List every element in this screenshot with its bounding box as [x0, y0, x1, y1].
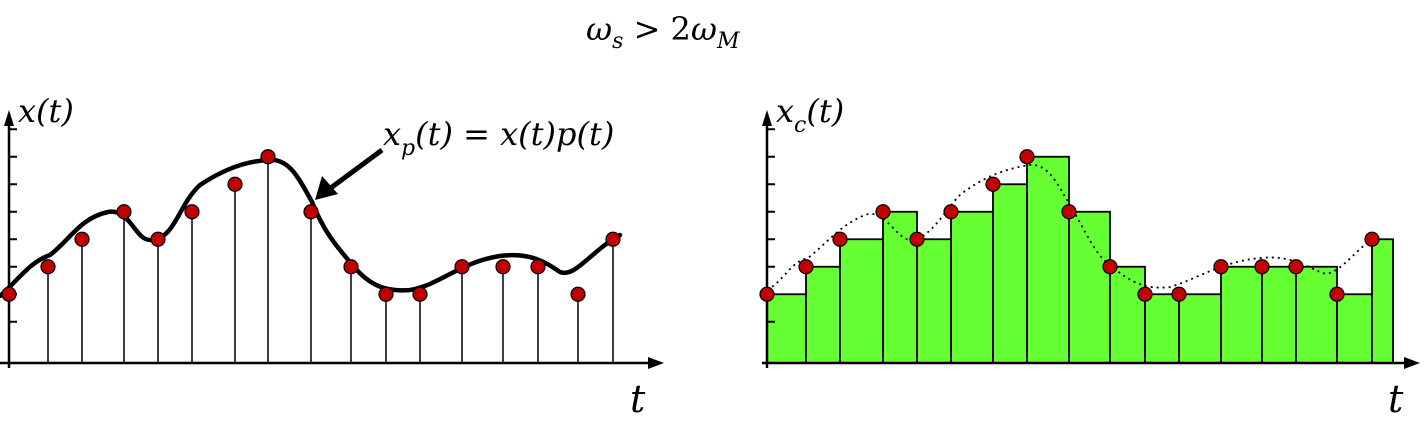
- annotation-x: x: [383, 115, 401, 153]
- right-sample-marker: [985, 176, 1001, 192]
- right-sample-marker: [1329, 286, 1345, 302]
- right-zoh-bar: [766, 293, 807, 364]
- left-sample-marker: [412, 286, 428, 302]
- right-sample-marker: [1171, 286, 1187, 302]
- right-y-label: xc(t): [776, 92, 844, 138]
- right-zoh-bar: [1026, 155, 1070, 364]
- right-sample-marker: [1102, 259, 1118, 275]
- right-zoh-bar: [1295, 265, 1338, 364]
- title-sub-M: M: [716, 29, 740, 54]
- annotation-sub-p: p: [401, 136, 415, 161]
- right-zoh-bar: [950, 210, 994, 364]
- annotation-arrow: [326, 147, 384, 193]
- left-stems: [8, 156, 614, 363]
- right-zoh-bar: [805, 265, 841, 364]
- right-sample-markers: [759, 149, 1380, 302]
- right-zoh-bar: [1371, 238, 1394, 364]
- annotation-arrow-head: [315, 176, 338, 200]
- right-y-ticks: [767, 128, 775, 323]
- right-sample-marker: [1061, 204, 1077, 220]
- right-sample-marker: [798, 259, 814, 275]
- right-zoh-bar: [1178, 293, 1222, 364]
- right-sample-marker: [1364, 231, 1380, 247]
- right-zoh-bar: [1220, 265, 1263, 364]
- right-x-label: t: [1388, 377, 1404, 421]
- right-zoh-bars: [766, 155, 1394, 364]
- left-sample-marker: [40, 259, 56, 275]
- left-y-axis-arrow: [4, 110, 14, 126]
- left-panel: x(t) t xp(t) = x(t)p(t): [0, 92, 664, 421]
- left-sample-marker: [260, 149, 276, 165]
- left-y-label: x(t): [18, 92, 74, 130]
- right-y-label-rest: (t): [806, 92, 844, 130]
- right-y-axis-arrow: [762, 110, 772, 126]
- left-sample-marker: [454, 259, 470, 275]
- right-sample-marker: [832, 231, 848, 247]
- title-relation: > 2: [623, 10, 691, 48]
- right-sample-marker: [1137, 286, 1153, 302]
- left-x-axis-arrow: [648, 357, 664, 369]
- right-sample-marker: [1288, 259, 1304, 275]
- right-y-label-x: x: [776, 92, 794, 130]
- left-sample-marker: [150, 231, 166, 247]
- diagram-title: ωs > 2ωM: [586, 10, 740, 54]
- right-sample-marker: [943, 204, 959, 220]
- right-sample-marker: [909, 231, 925, 247]
- right-x-axis-arrow: [1404, 357, 1420, 369]
- right-sample-marker: [1254, 259, 1270, 275]
- left-sample-marker: [303, 204, 319, 220]
- right-sample-marker: [1213, 259, 1229, 275]
- right-zoh-bar: [992, 183, 1028, 364]
- left-sample-marker: [495, 259, 511, 275]
- title-omega-2: ω: [691, 10, 717, 48]
- annotation-xp: xp(t) = x(t)p(t): [383, 115, 614, 161]
- left-sample-marker: [530, 259, 546, 275]
- right-panel: xc(t) t: [759, 92, 1420, 421]
- right-zoh-bar: [1109, 265, 1146, 364]
- right-zoh-bar: [1068, 210, 1111, 364]
- left-sample-marker: [605, 231, 621, 247]
- right-sample-marker: [875, 204, 891, 220]
- right-zoh-bar: [916, 238, 952, 364]
- left-sample-marker: [184, 204, 200, 220]
- left-sample-marker: [343, 259, 359, 275]
- left-sample-marker: [74, 231, 90, 247]
- right-y-label-sub: c: [794, 113, 806, 138]
- left-x-label: t: [630, 377, 646, 421]
- right-zoh-bar: [1261, 265, 1297, 364]
- left-sample-marker: [1, 286, 17, 302]
- left-sample-marker: [570, 286, 586, 302]
- left-sample-markers: [1, 149, 621, 302]
- right-zoh-bar: [1144, 293, 1180, 364]
- annotation-rest: (t) = x(t)p(t): [415, 115, 614, 153]
- left-signal-curve: [0, 157, 623, 299]
- right-dotted-curve: [766, 164, 1381, 291]
- left-sample-marker: [116, 204, 132, 220]
- title-omega-1: ω: [586, 10, 612, 48]
- right-sample-marker: [759, 286, 775, 302]
- title-sub-s: s: [612, 29, 623, 54]
- right-zoh-bar: [1336, 293, 1373, 364]
- right-zoh-bar: [839, 238, 884, 364]
- right-sample-marker: [1019, 149, 1035, 165]
- left-sample-marker: [227, 176, 243, 192]
- left-sample-marker: [378, 286, 394, 302]
